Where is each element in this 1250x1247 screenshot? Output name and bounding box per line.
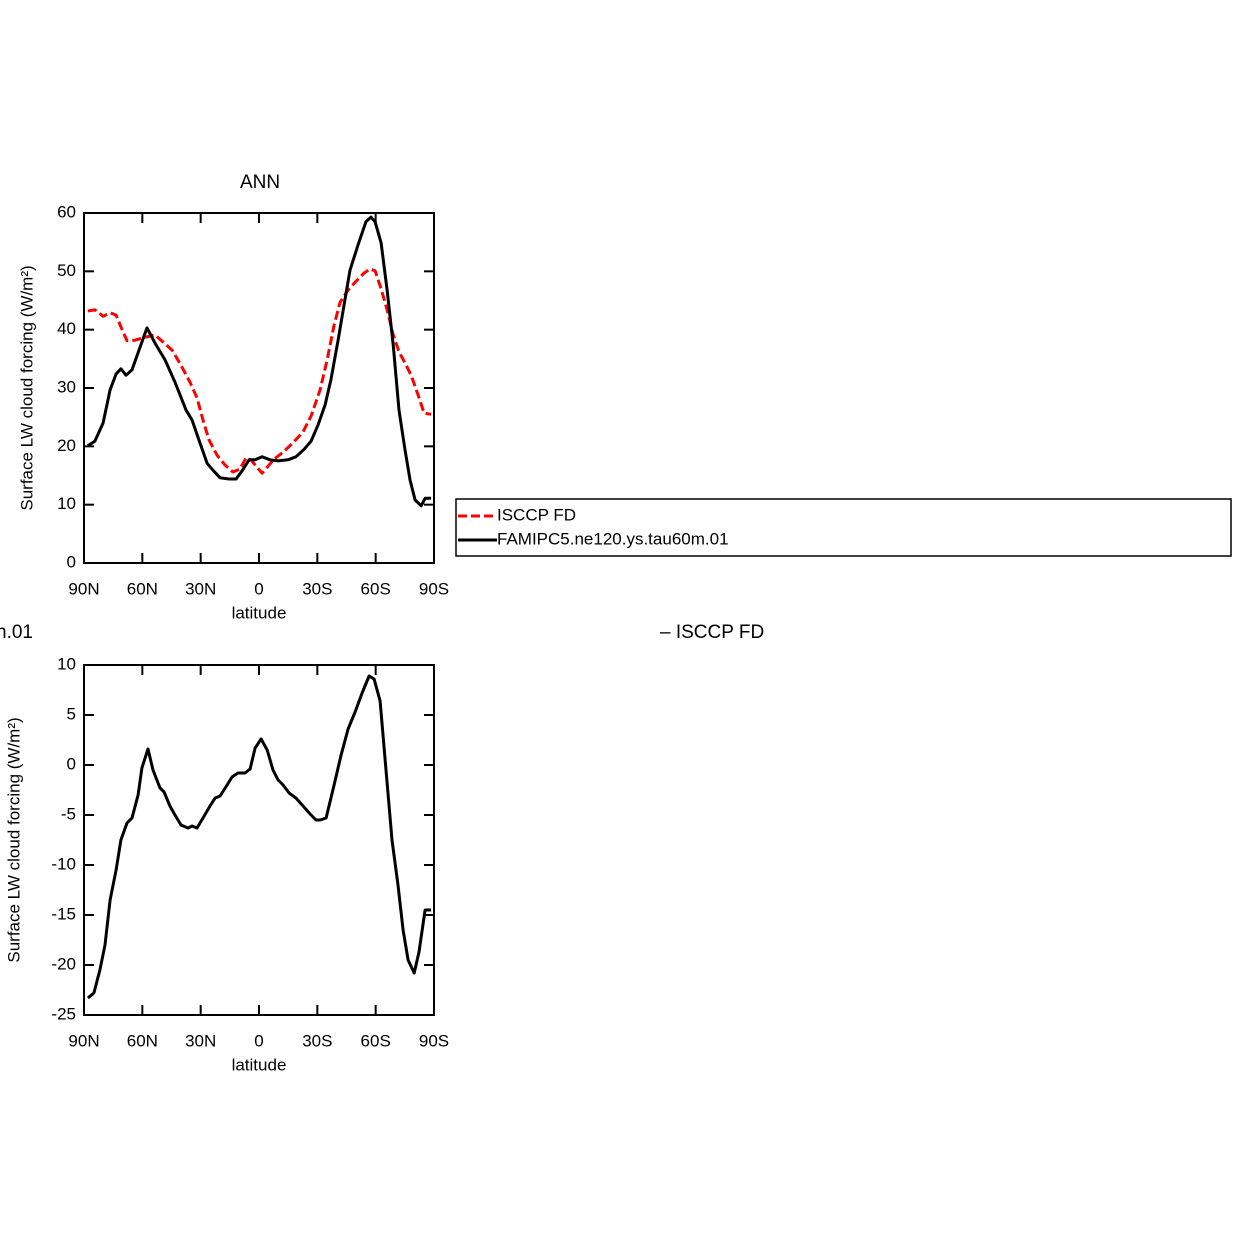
x-tick-label: 0 [254,579,263,598]
series-line [87,215,432,508]
y-tick-label: 5 [67,704,76,723]
legend-label: ISCCP FD [497,505,576,524]
x-tick-label: 90S [419,579,449,598]
legend-box [455,498,1232,557]
y-tick-label: -5 [61,804,76,823]
series-line [86,674,432,1000]
y-tick-label: -10 [51,854,76,873]
x-axis-label: latitude [232,1055,287,1074]
series-line [87,267,432,475]
legend-label: FAMIPC5.ne120.ys.tau60m.01 [497,529,729,548]
chart-title-part: – ISCCP FD [660,622,764,643]
y-axis-label: Surface LW cloud forcing (W/m²) [17,265,36,510]
y-tick-label: 10 [57,494,76,513]
y-tick-label: -20 [51,954,76,973]
x-tick-label: 90N [68,1031,99,1050]
x-tick-label: 60S [361,579,391,598]
y-tick-label: 0 [67,552,76,571]
y-tick-label: 10 [57,654,76,673]
x-tick-label: 0 [254,1031,263,1050]
y-tick-label: 0 [67,754,76,773]
chart-title: ANN [240,172,280,193]
y-tick-label: -15 [51,904,76,923]
x-axis-label: latitude [232,603,287,622]
x-tick-label: 60N [127,1031,158,1050]
x-tick-label: 90S [419,1031,449,1050]
x-tick-label: 30N [185,1031,216,1050]
y-tick-label: 50 [57,261,76,280]
y-tick-label: 20 [57,436,76,455]
x-tick-label: 60N [127,579,158,598]
x-tick-label: 30S [302,1031,332,1050]
x-tick-label: 60S [361,1031,391,1050]
y-tick-label: -25 [51,1004,76,1023]
plot-frame [83,212,435,564]
y-tick-label: 60 [57,202,76,221]
x-tick-label: 90N [68,579,99,598]
chart-title-part: n.01 [0,622,33,643]
x-tick-label: 30S [302,579,332,598]
y-tick-label: 30 [57,377,76,396]
y-tick-label: 40 [57,319,76,338]
x-tick-label: 30N [185,579,216,598]
y-axis-label: Surface LW cloud forcing (W/m²) [4,717,23,962]
